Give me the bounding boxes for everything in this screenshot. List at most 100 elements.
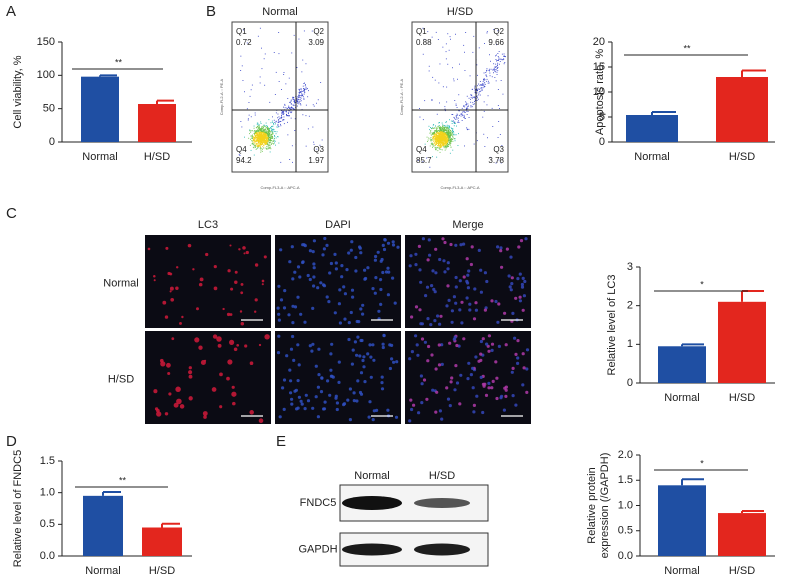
flow-event xyxy=(452,114,454,115)
flow-event xyxy=(265,132,267,134)
flow-event xyxy=(261,150,263,152)
flow-event xyxy=(254,112,256,114)
flow-event xyxy=(261,144,263,146)
flow-event xyxy=(244,136,245,138)
flow-event xyxy=(485,75,487,77)
cell xyxy=(446,284,450,288)
cell xyxy=(303,320,307,324)
cell xyxy=(375,408,379,412)
flow-event xyxy=(281,110,282,111)
flow-event xyxy=(470,101,472,103)
flow-event xyxy=(436,156,438,158)
flow-event xyxy=(442,138,444,140)
cell xyxy=(423,340,427,344)
flow-event xyxy=(434,135,436,137)
flow-event xyxy=(280,121,282,122)
row-label: H/SD xyxy=(108,373,134,385)
flow-event xyxy=(503,56,505,57)
cell xyxy=(418,268,422,272)
flow-event xyxy=(290,99,292,101)
cell xyxy=(169,290,172,293)
cell xyxy=(171,337,175,341)
cell xyxy=(440,417,444,421)
flow-event xyxy=(440,132,441,134)
flow-event xyxy=(482,116,484,118)
flow-event xyxy=(457,117,459,119)
flow-event xyxy=(256,134,258,136)
flow-event xyxy=(294,104,296,106)
cell xyxy=(348,418,352,422)
flow-event xyxy=(269,136,271,137)
flow-event xyxy=(447,136,449,138)
cell xyxy=(433,290,437,294)
flow-event xyxy=(282,119,284,120)
flow-event xyxy=(313,105,315,107)
flow-event xyxy=(495,66,497,68)
flow-event xyxy=(291,107,293,109)
flow-event xyxy=(272,128,274,130)
flow-event xyxy=(453,80,455,82)
flow-event xyxy=(260,140,262,142)
flow-event xyxy=(264,128,266,130)
flow-event xyxy=(282,111,284,113)
flow-event xyxy=(262,139,264,141)
y-tick-label: 5 xyxy=(599,111,605,123)
flow-event xyxy=(463,114,465,116)
flow-event xyxy=(432,126,434,128)
cell xyxy=(438,257,442,262)
flow-event xyxy=(265,136,267,138)
flow-event xyxy=(260,128,262,129)
flow-event xyxy=(492,68,494,70)
cell xyxy=(322,247,326,251)
cell xyxy=(454,301,458,305)
flow-event xyxy=(281,116,282,118)
flow-event xyxy=(269,141,271,143)
flow-event xyxy=(442,137,444,139)
flow-event xyxy=(452,136,453,138)
flow-event xyxy=(444,135,445,137)
flow-event xyxy=(303,98,305,100)
flow-event xyxy=(464,111,466,113)
flow-event xyxy=(464,106,466,108)
y-tick-label: 0 xyxy=(599,136,605,148)
flow-event xyxy=(256,137,258,139)
flow-event xyxy=(293,101,295,102)
cell xyxy=(487,386,491,390)
flow-event xyxy=(437,150,439,152)
flow-event xyxy=(453,121,455,123)
flow-event xyxy=(442,143,444,145)
cell xyxy=(338,321,342,325)
flow-event xyxy=(248,102,250,103)
flow-event xyxy=(252,136,254,137)
cell xyxy=(198,345,203,350)
flow-event xyxy=(241,126,243,128)
flow-event xyxy=(280,125,282,127)
cell xyxy=(516,339,520,343)
flow-event xyxy=(444,137,446,139)
cell xyxy=(299,399,303,403)
flow-event xyxy=(290,101,291,103)
cell xyxy=(383,238,387,242)
flow-event xyxy=(481,84,483,85)
flow-event xyxy=(446,131,448,133)
flow-event xyxy=(297,98,299,100)
flow-event xyxy=(263,139,265,141)
flow-event xyxy=(291,145,293,147)
flow-event xyxy=(261,139,263,141)
flow-event xyxy=(441,134,443,136)
flow-event xyxy=(498,57,500,59)
flow-event xyxy=(263,136,265,137)
flow-event xyxy=(257,146,259,148)
cell xyxy=(395,360,399,364)
flow-event xyxy=(254,140,256,142)
cell xyxy=(282,407,286,411)
cell xyxy=(312,275,316,279)
flow-event xyxy=(453,138,455,140)
flow-event xyxy=(257,140,259,142)
flow-event xyxy=(444,141,446,143)
flow-event xyxy=(433,133,435,135)
flow-event xyxy=(259,144,261,146)
cell xyxy=(311,406,315,410)
flow-event xyxy=(266,138,267,140)
cell xyxy=(217,343,222,348)
